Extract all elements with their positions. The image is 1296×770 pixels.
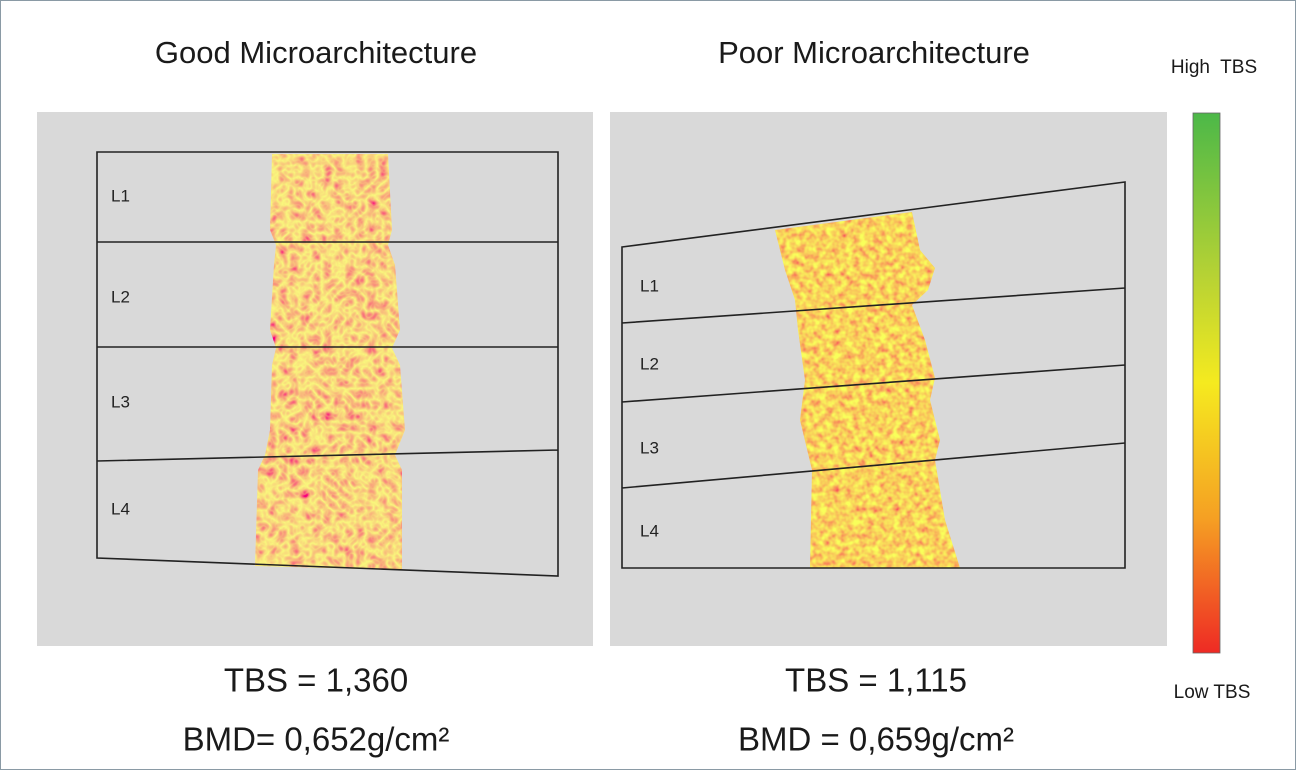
tbs-value: TBS = 1,115	[785, 662, 967, 699]
vertebra-label: L2	[640, 354, 659, 373]
vertebra-frame	[96, 151, 559, 577]
vertebra-label: L2	[111, 287, 130, 306]
vertebra-label: L1	[640, 276, 659, 295]
spine-scan	[255, 154, 405, 570]
bmd-value: BMD = 0,659g/cm²	[738, 721, 1014, 758]
vertebra-frame	[621, 181, 1126, 569]
colorbar-high: High TBS	[1171, 57, 1257, 78]
tbs-value: TBS = 1,360	[224, 662, 408, 699]
vertebra-label: L3	[111, 392, 130, 411]
vertebra-label: L1	[111, 186, 130, 205]
bmd-value: BMD= 0,652g/cm²	[183, 721, 450, 758]
vertebra-label: L4	[640, 521, 659, 540]
vertebra-label: L4	[111, 499, 130, 518]
colorbar-low: Low TBS	[1174, 682, 1251, 703]
panel-title: Poor Microarchitecture	[718, 35, 1030, 70]
colorbar	[1192, 112, 1221, 654]
spine-scan	[775, 212, 960, 568]
vertebra-label: L3	[640, 438, 659, 457]
panel-title: Good Microarchitecture	[155, 35, 477, 70]
